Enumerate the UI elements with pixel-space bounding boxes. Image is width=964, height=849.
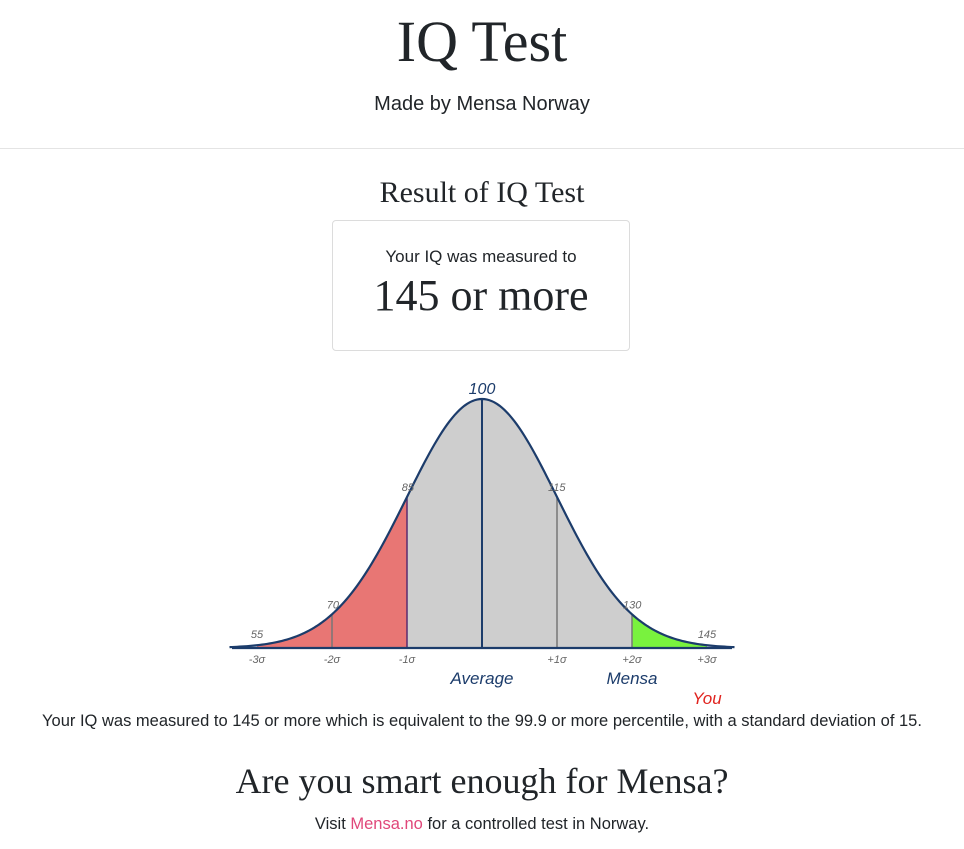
mensa-label: Mensa: [606, 669, 657, 688]
average-label: Average: [449, 669, 513, 688]
result-caption: Your IQ was measured to: [385, 247, 577, 266]
page-header: IQ Test Made by Mensa Norway: [0, 0, 964, 149]
site-title: IQ Test: [396, 9, 568, 74]
iq-tick-label: 115: [548, 482, 566, 494]
chart-regions: [257, 399, 707, 648]
iq-tick-label: 130: [623, 599, 642, 611]
iq-distribution-chart: 55 70 85 100 115 130 145 -3σ -2σ -1σ +1σ +2σ +3σ Aver…: [229, 381, 735, 708]
sigma-tick-label: -1σ: [399, 654, 416, 666]
mensa-link[interactable]: Mensa.no: [350, 815, 423, 833]
result-summary: Your IQ was measured to 145 or more whic…: [42, 712, 922, 730]
cta-prefix: Visit: [314, 815, 351, 833]
mensa-cta-text: Visit Mensa.no for a controlled test in …: [0, 813, 964, 835]
region-85-130: [407, 399, 632, 648]
iq-tick-label: 70: [327, 599, 340, 611]
iq-tick-label: 55: [251, 629, 264, 641]
sigma-tick-label: +1σ: [547, 654, 567, 666]
result-heading: Result of IQ Test: [379, 176, 585, 209]
chart-labels: 55 70 85 100 115 130 145 -3σ -2σ -1σ +1σ +2σ +3σ Aver…: [249, 381, 722, 708]
sigma-tick-label: -3σ: [249, 654, 266, 666]
sigma-tick-label: +3σ: [697, 654, 717, 666]
you-label: You: [692, 689, 722, 708]
sigma-tick-label: +2σ: [622, 654, 642, 666]
sigma-tick-label: -2σ: [324, 654, 341, 666]
result-card: Your IQ was measured to 145 or more: [332, 220, 630, 351]
region-130-145: [632, 614, 707, 648]
iq-tick-label: 145: [698, 629, 717, 641]
chart-lines: [331, 400, 633, 648]
iq-tick-label: 100: [469, 381, 496, 398]
bell-curve: [229, 397, 735, 649]
result-value: 145 or more: [373, 271, 589, 320]
cta-suffix: for a controlled test in Norway.: [422, 815, 650, 833]
region-55-85: [257, 496, 407, 648]
site-subtitle: Made by Mensa Norway: [374, 93, 590, 115]
mensa-cta-heading: Are you smart enough for Mensa?: [235, 761, 729, 801]
iq-tick-label: 85: [402, 482, 415, 494]
